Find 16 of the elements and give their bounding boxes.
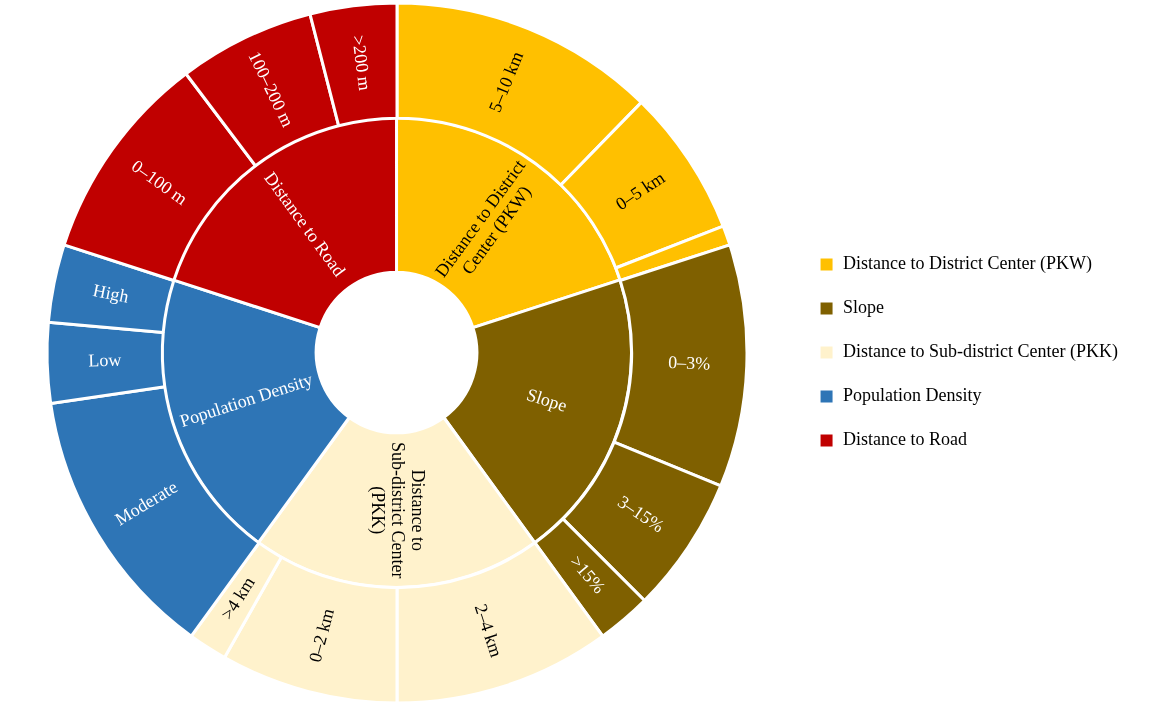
- slice-label: Slope: [524, 384, 570, 416]
- slice-label: Distance to Sub-district Center (PKK): [366, 441, 428, 579]
- slice-label: >200 m: [347, 33, 375, 92]
- legend-label: Distance to Sub-district Center (PKK): [843, 341, 1119, 363]
- slice-label: 0–2 km: [304, 605, 338, 664]
- slice-label: 0–3%: [667, 351, 711, 374]
- slice-label: Low: [87, 349, 122, 370]
- legend-label: Distance to Road: [843, 429, 968, 450]
- slice-label: High: [90, 279, 130, 307]
- slice-label: 5–10 km: [484, 48, 527, 115]
- slice-label: 2–4 km: [470, 601, 506, 660]
- slice-label: 0–5 km: [611, 166, 668, 214]
- legend-label: Population Density: [843, 385, 982, 406]
- legend-label: Slope: [843, 297, 885, 318]
- legend-label: Distance to District Center (PKW): [843, 253, 1092, 275]
- slice-label: >4 km: [216, 572, 259, 623]
